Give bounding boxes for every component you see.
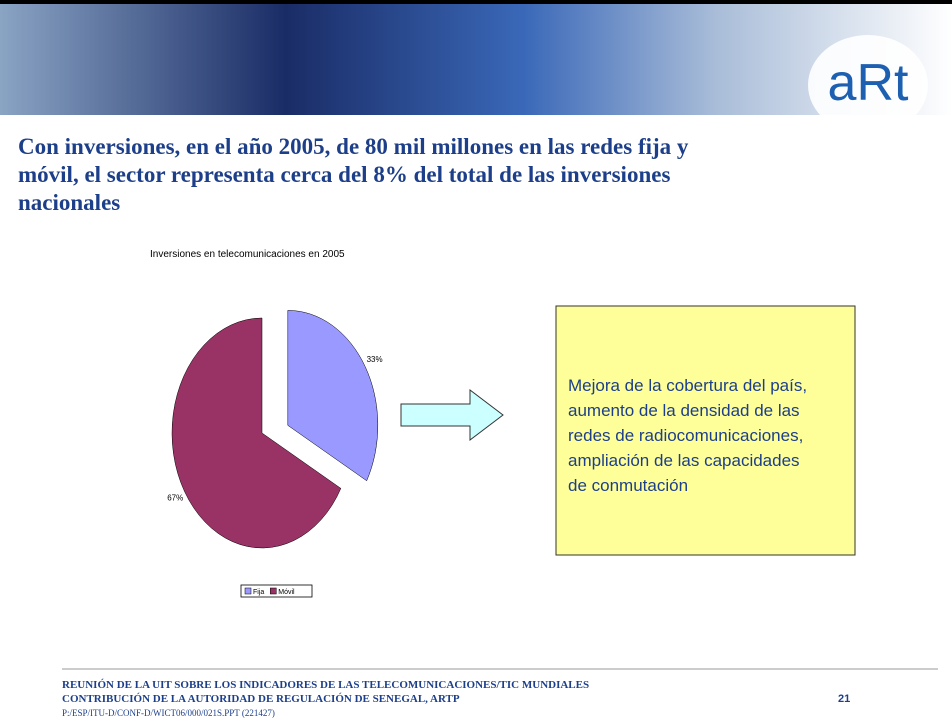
banner	[0, 0, 952, 115]
page-number: 21	[838, 693, 850, 705]
pie-slice	[288, 310, 378, 480]
callout-line: Mejora de la cobertura del país,	[568, 376, 807, 395]
logo: aRt	[828, 54, 909, 112]
data-label: 33%	[367, 355, 383, 364]
title-line: nacionales	[18, 190, 120, 215]
file-path: P:/ESP/ITU-D/CONF-D/WICT06/000/021S.PPT …	[62, 708, 275, 718]
legend-label: Fija	[253, 589, 264, 596]
footer-line: CONTRIBUCIÓN DE LA AUTORIDAD DE REGULACI…	[62, 693, 460, 705]
legend-swatch	[245, 588, 251, 594]
banner-top	[0, 0, 952, 4]
legend-swatch	[270, 588, 276, 594]
footer-line: REUNIÓN DE LA UIT SOBRE LOS INDICADORES …	[62, 679, 589, 691]
callout-line: redes de radiocomunicaciones,	[568, 426, 803, 445]
arrow	[401, 390, 503, 440]
title-line: Con inversiones, en el año 2005, de 80 m…	[18, 134, 689, 159]
pie: 33% 67%	[167, 310, 382, 548]
data-label: 67%	[167, 494, 183, 503]
callout-line: de conmutación	[568, 476, 688, 495]
callout-line: aumento de la densidad de las	[568, 401, 800, 420]
chart-title: Inversiones en telecomunicaciones en 200…	[150, 249, 345, 260]
title-line: móvil, el sector representa cerca del 8%…	[18, 162, 670, 187]
legend-label: Móvil	[278, 589, 295, 596]
slide: aRt Con inversiones, en el año 2005, de …	[0, 0, 952, 720]
callout-line: ampliación de las capacidades	[568, 451, 800, 470]
